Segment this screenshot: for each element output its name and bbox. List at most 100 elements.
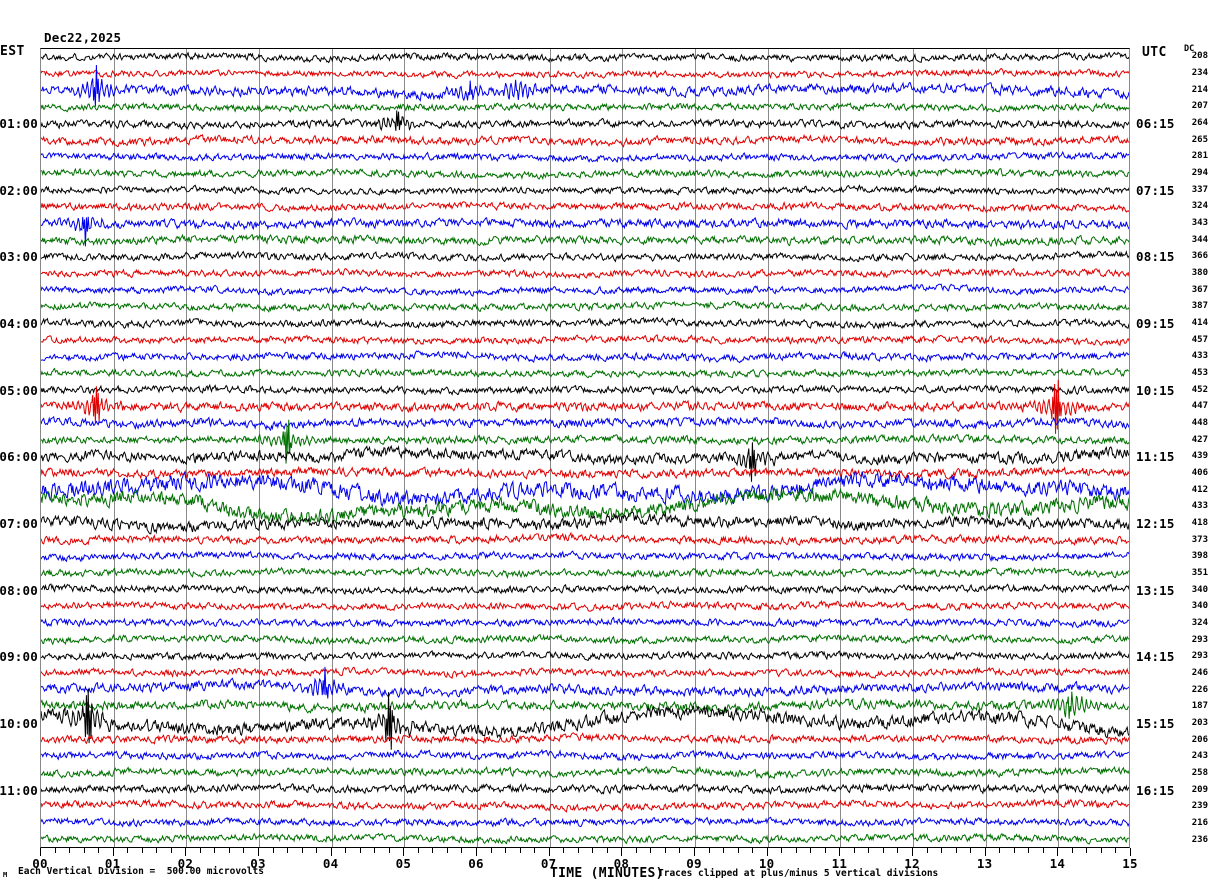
x-tick-minor: [664, 848, 666, 853]
x-tick-major: [694, 848, 695, 856]
seismic-trace: [41, 217, 1129, 247]
row-dc-value: 344: [1191, 234, 1208, 245]
row-time-est: 01:00: [0, 116, 38, 131]
x-tick-label: 11: [831, 856, 848, 871]
x-tick-minor: [824, 848, 826, 853]
row-dc-value: 239: [1191, 801, 1208, 812]
row-dc-value: 214: [1191, 84, 1208, 95]
seismic-trace: [41, 733, 1129, 744]
x-tick-major: [112, 848, 114, 856]
x-tick-label: 06: [468, 856, 484, 871]
x-tick-minor: [214, 848, 216, 853]
x-tick-minor: [1086, 848, 1088, 853]
x-tick-minor: [592, 848, 594, 853]
x-tick-minor: [999, 848, 1001, 853]
x-tick-minor: [127, 848, 129, 853]
row-time-est: 09:00: [0, 649, 38, 665]
x-tick-major: [984, 848, 986, 856]
seismic-trace: [41, 152, 1129, 162]
seismogram-plot-area[interactable]: [40, 48, 1130, 848]
row-dc-value: 234: [1191, 68, 1208, 78]
x-tick-minor: [243, 848, 245, 853]
x-tick-minor: [519, 848, 521, 853]
seismic-trace: [41, 53, 1129, 63]
seismic-trace: [41, 169, 1129, 179]
x-tick-minor: [955, 848, 957, 853]
row-dc-value: 226: [1191, 684, 1208, 695]
seismic-trace: [41, 442, 1129, 482]
row-dc-value: 264: [1191, 118, 1208, 128]
row-time-utc: 12:15: [1136, 516, 1175, 531]
row-time-utc: 09:15: [1136, 316, 1175, 331]
x-tick-label: 15: [1122, 856, 1138, 871]
x-tick-minor: [83, 848, 85, 853]
row-dc-value: 337: [1191, 184, 1208, 195]
seismic-trace: [41, 488, 1129, 523]
x-tick-minor: [868, 848, 870, 853]
x-tick-major: [548, 848, 550, 856]
x-tick-major: [1057, 848, 1059, 856]
x-tick-minor: [287, 848, 289, 853]
x-tick-major: [40, 848, 41, 856]
seismic-trace: [41, 601, 1129, 611]
grid-line-minute-08: [622, 49, 624, 847]
seismic-trace: [41, 667, 1129, 699]
seismic-trace: [41, 568, 1129, 578]
row-dc-value: 206: [1191, 734, 1208, 745]
x-tick-minor: [897, 848, 899, 853]
grid-lines: [41, 49, 1129, 847]
row-dc-value: 216: [1191, 818, 1208, 828]
row-dc-value: 265: [1191, 134, 1208, 145]
row-dc-value: 208: [1191, 51, 1208, 62]
x-tick-minor: [635, 848, 637, 853]
row-dc-value: 281: [1191, 151, 1208, 162]
x-tick-minor: [970, 848, 972, 853]
x-tick-label: 01: [104, 856, 121, 871]
x-tick-minor: [882, 848, 884, 853]
seismic-trace: [41, 284, 1129, 296]
x-tick-minor: [432, 848, 434, 853]
row-dc-value: 414: [1191, 318, 1208, 328]
seismic-trace: [41, 651, 1129, 661]
x-tick-label: 04: [322, 856, 339, 871]
row-time-utc: 11:15: [1136, 449, 1175, 465]
axis-label-dc: DC: [1184, 44, 1195, 54]
row-dc-value: 293: [1191, 634, 1208, 645]
x-tick-label: 03: [250, 856, 266, 871]
seismic-trace: [41, 817, 1129, 826]
seismic-trace: [41, 269, 1129, 278]
seismic-trace: [41, 202, 1129, 212]
grid-line-minute-02: [186, 49, 188, 847]
x-tick-minor: [650, 848, 652, 853]
row-dc-value: 418: [1191, 518, 1208, 528]
x-tick-minor: [679, 848, 681, 853]
seismic-trace: [41, 235, 1129, 246]
x-tick-minor: [534, 848, 536, 853]
row-dc-value: 439: [1191, 451, 1208, 462]
trace-lines: [41, 49, 1129, 847]
row-dc-value: 380: [1191, 268, 1208, 278]
x-tick-label: 12: [904, 856, 920, 871]
x-tick-minor: [69, 848, 71, 853]
grid-line-minute-13: [985, 49, 987, 847]
x-tick-minor: [563, 848, 565, 853]
grid-line-minute-06: [477, 49, 478, 847]
x-tick-minor: [926, 848, 928, 853]
row-dc-value: 324: [1191, 618, 1208, 628]
row-time-est: 05:00: [0, 382, 38, 398]
row-dc-value: 452: [1191, 384, 1208, 395]
seismic-trace: [41, 691, 1129, 718]
x-tick-minor: [170, 848, 172, 853]
row-time-est: 02:00: [0, 182, 38, 198]
x-tick-major: [912, 848, 913, 856]
x-tick-label: 07: [540, 856, 557, 871]
x-tick-minor: [98, 848, 100, 853]
row-dc-value: 203: [1191, 718, 1208, 728]
grid-line-minute-05: [404, 49, 406, 847]
seismic-trace: [41, 335, 1129, 345]
row-dc-value: 433: [1191, 351, 1208, 362]
grid-line-minute-09: [695, 49, 696, 847]
x-tick-minor: [810, 848, 812, 853]
x-tick-label: 13: [976, 856, 993, 871]
row-time-est: 03:00: [0, 249, 38, 265]
